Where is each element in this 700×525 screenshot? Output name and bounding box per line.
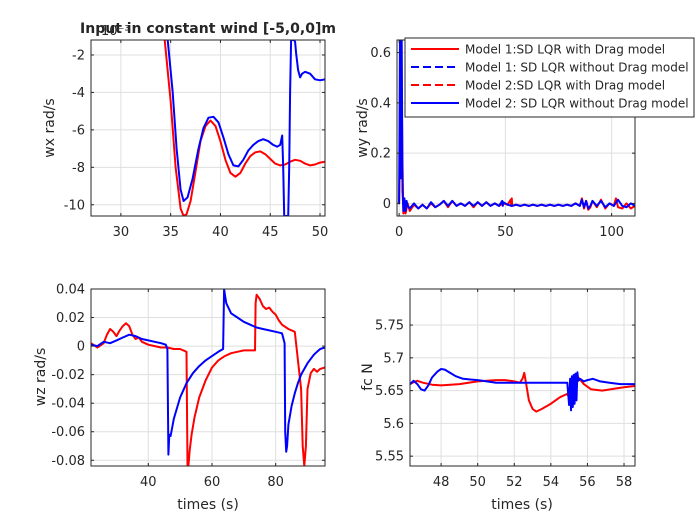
- x-tick-label: 100: [599, 225, 624, 240]
- x-tick-label: 30: [113, 225, 130, 240]
- y-tick-label: -10: [64, 198, 85, 213]
- series-line-model1-red: [91, 293, 325, 466]
- x-tick-label: 50: [469, 475, 486, 490]
- subplot-wx: 30 35 40 45 50 -10 -8 -6 -4 -2 10⁻³ Input in cons…: [42, 21, 336, 240]
- y-tick-label: 5.75: [375, 319, 404, 334]
- y-tick-label: -0.08: [51, 454, 85, 469]
- subplot-wz: 40 60 80 -0.08 -0.06 -0.04 -0.02 0 0.02 0.04 wz r…: [33, 283, 326, 513]
- y-tick-label: 0.04: [56, 283, 85, 298]
- ticks-wx: 30 35 40 45 50 -10 -8 -6 -4 -2: [64, 40, 329, 240]
- x-tick-label: 80: [267, 475, 284, 490]
- y-tick-label: -0.06: [51, 425, 85, 440]
- x-tick-label: 35: [162, 225, 179, 240]
- y-tick-label: 0.4: [370, 96, 391, 111]
- y-tick-label: -6: [72, 123, 85, 138]
- series-group-wz: [91, 289, 325, 466]
- legend-entry: Model 2: SD LQR without Drag model: [411, 97, 689, 111]
- series-line-model2-blue: [166, 40, 325, 216]
- y-tick-label: -4: [72, 86, 85, 101]
- x-tick-label: 40: [140, 475, 157, 490]
- legend-label: Model 1: SD LQR without Drag model: [465, 61, 689, 75]
- series-line-model2-blue: [398, 40, 635, 212]
- y-tick-label: 5.7: [383, 351, 404, 366]
- ticks-wz: 40 60 80 -0.08 -0.06 -0.04 -0.02 0 0.02 0.04: [51, 283, 325, 490]
- axes-box-fc: [409, 288, 636, 467]
- y-tick-label: -8: [72, 161, 85, 176]
- grid-wx: [91, 40, 325, 216]
- y-axis-label-wx: wx rad/s: [42, 98, 58, 157]
- y-tick-label: 0.2: [370, 147, 391, 162]
- series-line-model2-blue: [91, 289, 325, 456]
- y-tick-label: 0: [77, 340, 85, 355]
- x-tick-label: 0: [395, 225, 403, 240]
- series-line-model1-red: [163, 40, 325, 216]
- x-axis-label-fc: times (s): [491, 497, 553, 513]
- y-tick-label: 0.6: [370, 46, 391, 61]
- exponent-label-wx: 10⁻³: [101, 24, 130, 39]
- x-tick-label: 54: [543, 475, 560, 490]
- x-tick-label: 60: [204, 475, 221, 490]
- legend: Model 1:SD LQR with Drag model Model 1: …: [404, 37, 695, 118]
- legend-label: Model 1:SD LQR with Drag model: [465, 43, 665, 57]
- legend-label: Model 2: SD LQR without Drag model: [465, 97, 689, 111]
- x-axis-label-wz: times (s): [177, 497, 239, 513]
- x-tick-label: 48: [433, 475, 450, 490]
- y-tick-label: 0.02: [56, 311, 85, 326]
- y-tick-label: 0: [383, 197, 391, 212]
- grid-fc: [410, 289, 635, 466]
- y-axis-label-wz: wz rad/s: [33, 348, 49, 406]
- legend-entry: Model 1: SD LQR without Drag model: [411, 61, 689, 75]
- x-tick-label: 50: [497, 225, 514, 240]
- y-tick-label: 5.6: [383, 417, 404, 432]
- axes-box-wz: [90, 288, 326, 467]
- x-tick-label: 50: [312, 225, 329, 240]
- legend-entry: Model 2:SD LQR with Drag model: [411, 79, 665, 93]
- y-axis-label-fc: fc N: [360, 363, 376, 391]
- y-tick-label: -2: [72, 48, 85, 63]
- x-tick-label: 56: [579, 475, 596, 490]
- ticks-wy: 0 50 100 0 0.2 0.4 0.6: [370, 40, 635, 240]
- x-tick-label: 52: [506, 475, 523, 490]
- y-tick-label: -0.02: [51, 368, 85, 383]
- legend-label: Model 2:SD LQR with Drag model: [465, 79, 665, 93]
- x-tick-label: 45: [262, 225, 279, 240]
- ticks-fc: 48 50 52 54 56 58 5.55 5.6 5.65 5.7 5.75: [375, 289, 635, 490]
- y-tick-label: 5.55: [375, 450, 404, 465]
- series-group-fc: [410, 368, 635, 413]
- y-axis-label-wy: wy rad/s: [355, 98, 371, 157]
- y-tick-label: 5.65: [375, 384, 404, 399]
- chart-title: Input in constant wind [-5,0,0]m: [80, 21, 336, 37]
- series-group-wy: [398, 40, 635, 215]
- x-tick-label: 40: [212, 225, 229, 240]
- series-line-model2-blue: [410, 368, 635, 412]
- series-group-wx: [163, 40, 325, 216]
- x-tick-label: 58: [616, 475, 633, 490]
- subplot-fc: 48 50 52 54 56 58 5.55 5.6 5.65 5.7 5.75 fc N time…: [360, 288, 636, 513]
- y-tick-label: -0.04: [51, 397, 85, 412]
- legend-entry: Model 1:SD LQR with Drag model: [411, 43, 665, 57]
- plot-area-wx: [91, 40, 325, 216]
- axes-box-wx: [90, 39, 326, 217]
